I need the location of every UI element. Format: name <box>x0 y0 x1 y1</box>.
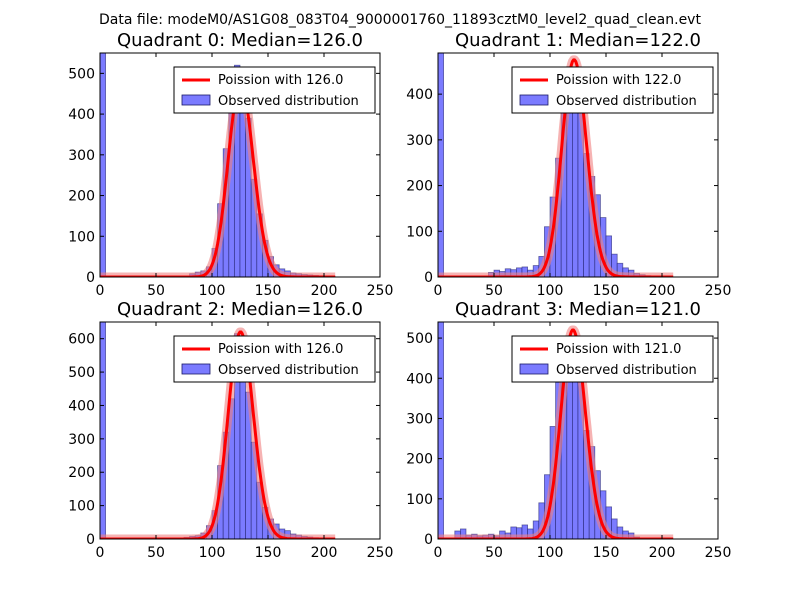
y-tick-label: 300 <box>406 411 433 427</box>
legend-line-label: Poission with 126.0 <box>218 73 343 88</box>
y-tick-label: 0 <box>86 270 95 286</box>
x-tick-label: 50 <box>485 283 503 299</box>
x-tick-label: 50 <box>485 545 503 561</box>
legend-bar-label: Observed distribution <box>556 363 697 378</box>
legend: Poission with 122.0 Observed distribution <box>511 66 714 114</box>
poisson-curve <box>100 330 336 539</box>
x-tick-label: 50 <box>147 545 165 561</box>
figure-title: Data file: modeM0/AS1G08_083T04_90000017… <box>99 12 701 28</box>
x-tick-label: 250 <box>367 545 394 561</box>
poisson-curve <box>100 82 336 277</box>
y-tick-label: 400 <box>68 107 95 123</box>
y-tick-label: 100 <box>406 492 433 508</box>
x-tick-label: 200 <box>649 283 676 299</box>
y-tick-label: 0 <box>424 532 433 548</box>
legend: Poission with 126.0 Observed distribution <box>173 66 376 114</box>
histogram-bar <box>438 53 444 277</box>
panel-quadrant-0: Quadrant 0: Median=126.0 0 50 100 150 200 250 0… <box>68 30 393 299</box>
y-tick-label: 200 <box>68 465 95 481</box>
y-tick-label: 400 <box>406 371 433 387</box>
x-tick-label: 100 <box>537 283 564 299</box>
x-tick-label: 100 <box>199 545 226 561</box>
legend-line-label: Poission with 122.0 <box>556 73 681 88</box>
x-tick-label: 250 <box>705 283 732 299</box>
axes-frame <box>99 52 381 278</box>
y-tick-label: 400 <box>406 87 433 103</box>
legend: Poission with 121.0 Observed distribution <box>511 335 714 383</box>
y-tick-label: 500 <box>406 331 433 347</box>
legend-bar-label: Observed distribution <box>218 363 359 378</box>
histogram-bar <box>572 84 579 277</box>
panel-quadrant-3: Quadrant 3: Median=121.0 0 50 100 150 200 250 0… <box>406 299 731 561</box>
legend-bar-swatch <box>519 94 549 106</box>
legend-line-label: Poission with 126.0 <box>218 342 343 357</box>
legend-bar-swatch <box>181 94 211 106</box>
y-tick-label: 300 <box>406 133 433 149</box>
panel-quadrant-1: Quadrant 1: Median=122.0 0 50 100 150 200 250 0… <box>406 30 731 299</box>
y-tick-label: 300 <box>68 148 95 164</box>
x-tick-label: 150 <box>255 545 282 561</box>
x-tick-label: 100 <box>537 545 564 561</box>
x-tick-label: 250 <box>705 545 732 561</box>
x-tick-label: 150 <box>255 283 282 299</box>
y-tick-label: 100 <box>68 229 95 245</box>
panel-title: Quadrant 2: Median=126.0 <box>117 299 363 320</box>
plot-area <box>100 322 339 539</box>
axes-frame <box>437 52 719 278</box>
y-tick-label: 600 <box>68 332 95 348</box>
x-tick-label: 200 <box>649 545 676 561</box>
legend-bar-label: Observed distribution <box>556 94 697 109</box>
y-tick-label: 100 <box>68 499 95 515</box>
x-tick-label: 50 <box>147 283 165 299</box>
histogram-bar <box>100 53 106 277</box>
poisson-curve <box>438 328 674 539</box>
poisson-curve <box>438 58 674 277</box>
axes-frame <box>99 321 381 540</box>
histogram-bar <box>100 322 106 539</box>
x-tick-label: 200 <box>311 545 338 561</box>
panel-title: Quadrant 1: Median=122.0 <box>455 30 701 51</box>
x-tick-label: 250 <box>367 283 394 299</box>
legend: Poission with 126.0 Observed distribution <box>173 335 376 383</box>
x-tick-label: 150 <box>593 283 620 299</box>
x-tick-label: 150 <box>593 545 620 561</box>
y-tick-label: 200 <box>406 179 433 195</box>
histogram-bar <box>438 322 444 539</box>
y-tick-label: 500 <box>68 365 95 381</box>
y-tick-label: 500 <box>68 66 95 82</box>
panel-quadrant-2: Quadrant 2: Median=126.0 0 50 100 150 200 250 0… <box>68 299 393 561</box>
y-tick-label: 200 <box>68 189 95 205</box>
x-tick-label: 0 <box>434 545 443 561</box>
x-tick-label: 100 <box>199 283 226 299</box>
x-tick-label: 0 <box>96 545 105 561</box>
legend-bar-swatch <box>181 363 211 375</box>
x-tick-label: 0 <box>434 283 443 299</box>
legend-line-label: Poission with 121.0 <box>556 342 681 357</box>
y-tick-label: 200 <box>406 452 433 468</box>
plot-area <box>438 322 677 539</box>
legend-bar-swatch <box>519 363 549 375</box>
y-tick-label: 300 <box>68 432 95 448</box>
histogram-bar <box>572 361 579 539</box>
y-tick-label: 0 <box>424 270 433 286</box>
x-tick-label: 0 <box>96 283 105 299</box>
y-tick-label: 0 <box>86 532 95 548</box>
axes-frame <box>437 321 719 540</box>
legend-bar-label: Observed distribution <box>218 94 359 109</box>
x-tick-label: 200 <box>311 283 338 299</box>
panel-title: Quadrant 3: Median=121.0 <box>455 299 701 320</box>
panel-title: Quadrant 0: Median=126.0 <box>117 30 363 51</box>
y-tick-label: 100 <box>406 224 433 240</box>
y-tick-label: 400 <box>68 398 95 414</box>
